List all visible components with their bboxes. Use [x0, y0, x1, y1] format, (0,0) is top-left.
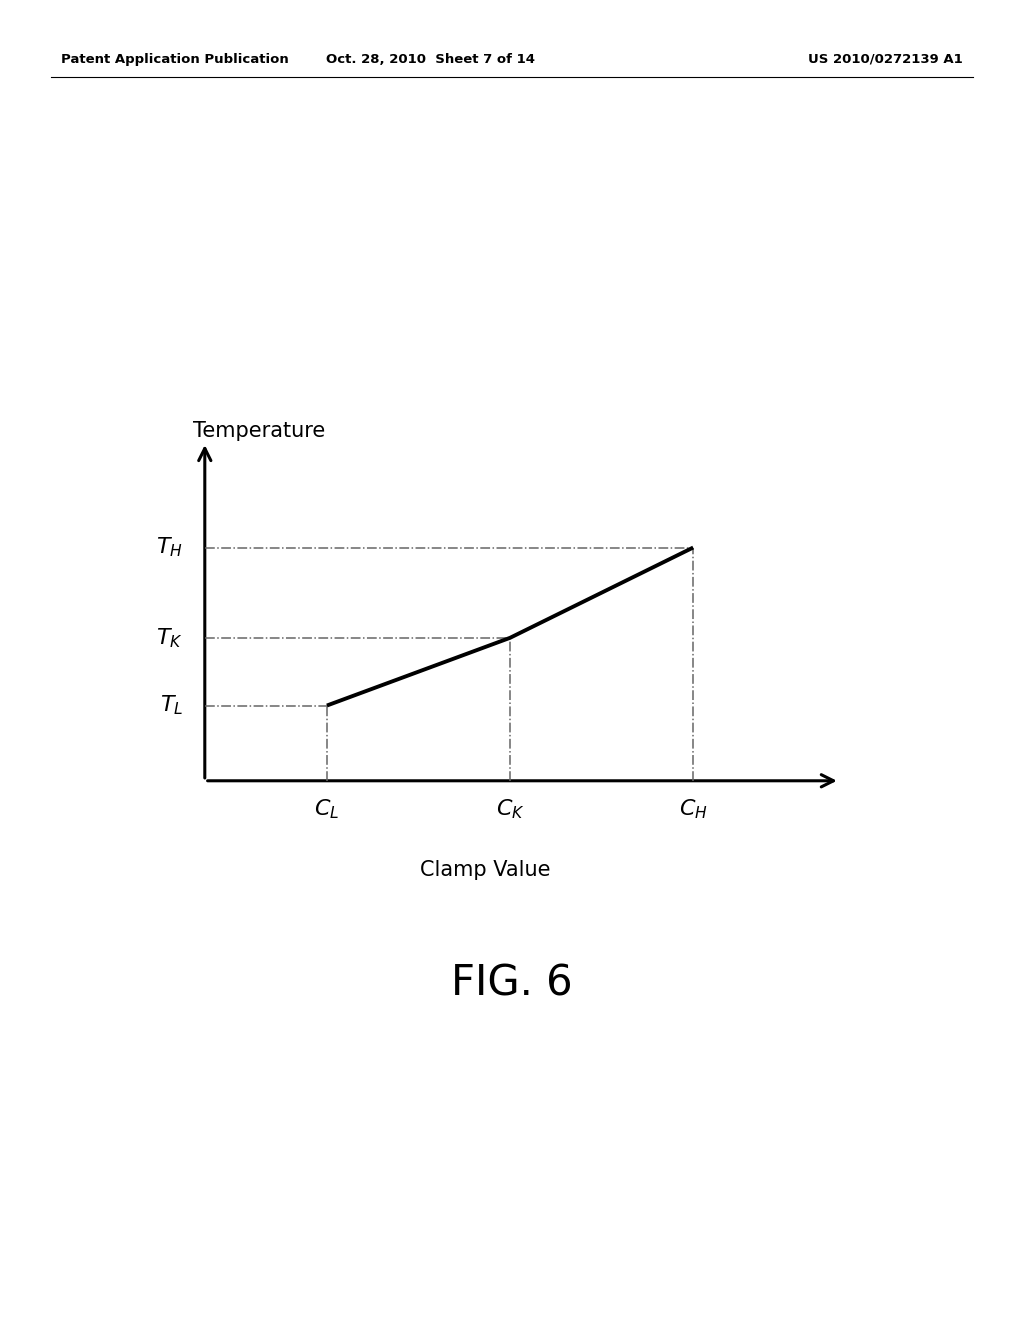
Text: $T_L$: $T_L$: [160, 694, 183, 717]
Text: FIG. 6: FIG. 6: [452, 962, 572, 1005]
Text: Temperature: Temperature: [193, 421, 325, 441]
Text: $T_K$: $T_K$: [156, 626, 183, 649]
Text: Patent Application Publication: Patent Application Publication: [61, 53, 289, 66]
Text: $T_H$: $T_H$: [156, 536, 183, 560]
Text: Oct. 28, 2010  Sheet 7 of 14: Oct. 28, 2010 Sheet 7 of 14: [326, 53, 535, 66]
Text: $C_L$: $C_L$: [314, 797, 340, 821]
Text: $C_K$: $C_K$: [496, 797, 524, 821]
Text: $C_H$: $C_H$: [679, 797, 708, 821]
Text: US 2010/0272139 A1: US 2010/0272139 A1: [808, 53, 963, 66]
Text: Clamp Value: Clamp Value: [421, 859, 551, 880]
